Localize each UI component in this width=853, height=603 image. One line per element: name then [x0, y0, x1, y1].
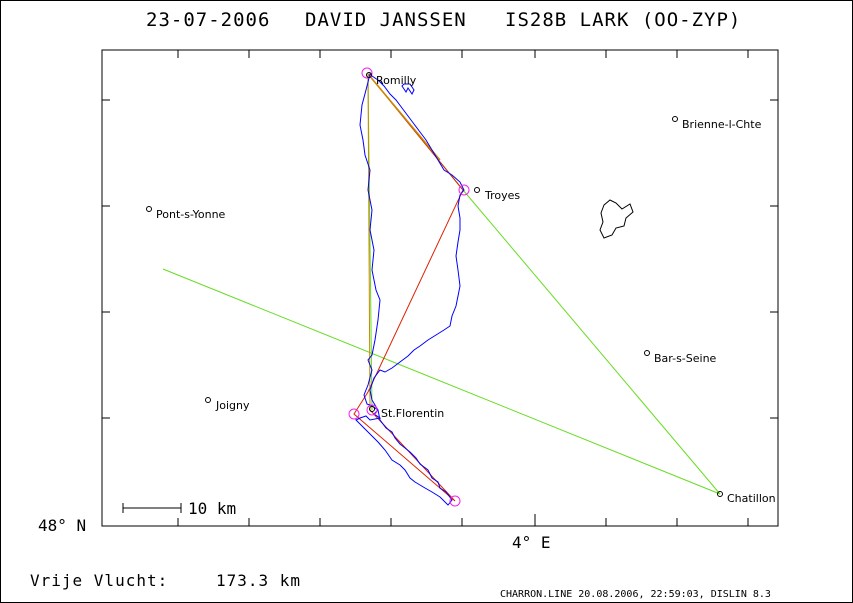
town-dot-chatillon: [717, 491, 723, 497]
town-troyes: Troyes: [484, 189, 520, 202]
pilot-name: DAVID JANSSEN: [305, 9, 467, 31]
latitude-label: 48° N: [38, 516, 86, 535]
town-markers: Romilly Brienne-l-Chte Troyes Pont-s-Yon…: [146, 72, 776, 505]
flight-date: 23-07-2006: [146, 9, 270, 31]
alt-route-line: [367, 73, 441, 161]
town-pont-s-yonne: Pont-s-Yonne: [156, 208, 226, 221]
town-dot-brienne: [672, 116, 678, 122]
turnpoint-troyes: [458, 184, 470, 196]
town-joigny: Joigny: [215, 399, 250, 412]
map-frame: [101, 49, 779, 527]
town-dot-romilly: [366, 72, 372, 78]
scale-bar: 10 km: [122, 499, 236, 518]
flight-track-detail: [401, 83, 415, 95]
town-dot-st-florentin: [369, 406, 375, 412]
town-chatillon: Chatillon: [727, 492, 776, 505]
town-st-florentin: St.Florentin: [381, 407, 444, 420]
town-bar-s-seine: Bar-s-Seine: [654, 352, 717, 365]
town-dot-pont: [146, 206, 152, 212]
declared-task-line: [162, 72, 721, 495]
free-flight-label: Vrije Vlucht:: [30, 571, 168, 590]
turnpoint-west: [348, 408, 360, 420]
turnpoints: [348, 67, 470, 507]
scored-route-line: [353, 73, 464, 502]
axis-ticks: [102, 50, 778, 526]
flight-track: [355, 73, 465, 506]
turnpoint-romilly: [361, 67, 373, 79]
alt-route-line-2: [367, 73, 371, 411]
turnpoint-south: [449, 495, 461, 507]
scale-label: 10 km: [188, 499, 236, 518]
town-dot-joigny: [205, 397, 211, 403]
town-dot-bar: [644, 350, 650, 356]
turnpoint-st-florentin: [366, 404, 378, 416]
town-brienne: Brienne-l-Chte: [682, 118, 762, 131]
credit-line: CHARRON.LINE 20.08.2006, 22:59:03, DISLI…: [500, 589, 771, 600]
longitude-label: 4° E: [512, 533, 551, 552]
free-flight-distance: 173.3 km: [216, 571, 301, 590]
glider-id: IS28B LARK (OO-ZYP): [505, 9, 741, 31]
town-romilly: Romilly: [376, 74, 417, 87]
lake-outline: [599, 199, 634, 239]
town-dot-troyes: [474, 187, 480, 193]
